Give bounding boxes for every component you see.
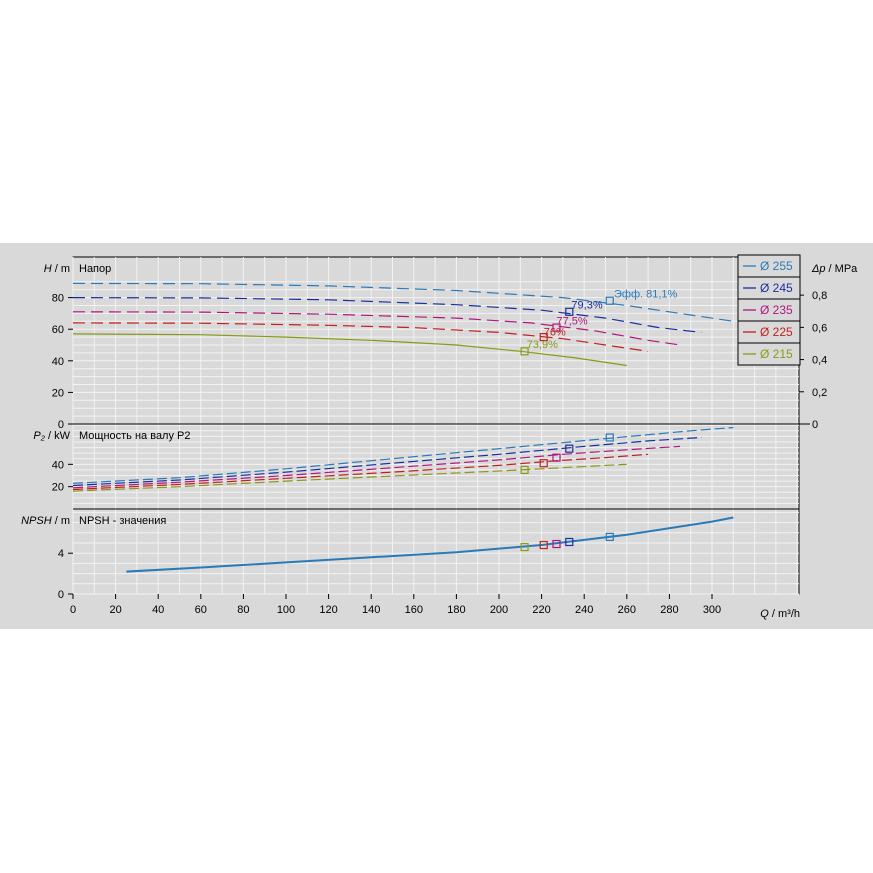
right-axis-label: Δp / MPa bbox=[811, 263, 858, 275]
operating-point-power-3 bbox=[552, 453, 561, 462]
y-tick-label-power: 40 bbox=[52, 459, 64, 471]
efficiency-label-4: 76% bbox=[544, 327, 566, 339]
efficiency-label-5: 73,9% bbox=[527, 339, 558, 351]
x-tick-label: 240 bbox=[575, 604, 593, 616]
legend-label: Ø 225 bbox=[760, 325, 793, 339]
y-tick-label-power: 20 bbox=[52, 482, 64, 494]
x-tick-label: 80 bbox=[237, 604, 249, 616]
series-line-head-5 bbox=[72, 333, 627, 367]
operating-point-npsh-4 bbox=[539, 540, 548, 550]
series-line-power-3 bbox=[72, 445, 681, 489]
y-tick-label-head: 60 bbox=[52, 324, 64, 336]
right-tick-label: 0 bbox=[812, 419, 818, 431]
grid-layer bbox=[72, 256, 810, 595]
right-tick-label: 0,4 bbox=[812, 355, 827, 367]
x-tick-label: 300 bbox=[703, 604, 721, 616]
efficiency-label-3: 77,5% bbox=[557, 315, 588, 327]
panel-title-power: Мощность на валу P2 bbox=[79, 430, 191, 442]
pump-curve-svg: Эфф. 81,1%79,3%77,5%76%73,9% 0 20 40 60 80 10… bbox=[21, 254, 858, 620]
x-tick-label: 100 bbox=[277, 604, 295, 616]
operating-point-head-4 bbox=[539, 332, 548, 342]
axes-layer: 0 20 40 60 80 100 120 140 160 180 200 220 240 260 280 3… bbox=[21, 263, 858, 620]
operating-point-power-4 bbox=[539, 459, 548, 468]
x-tick-label: 0 bbox=[70, 604, 76, 616]
operating-point-power-5 bbox=[520, 465, 529, 475]
operating-point-npsh-5 bbox=[520, 542, 529, 552]
operating-point-power-2 bbox=[565, 444, 574, 453]
y-tick-label-head: 80 bbox=[52, 293, 64, 305]
series-line-head-1 bbox=[72, 282, 734, 322]
operating-point-power-1 bbox=[605, 433, 614, 442]
y-tick-label-head: 0 bbox=[58, 419, 64, 431]
operating-point-head-1 bbox=[605, 296, 614, 305]
operating-point-head-5 bbox=[520, 347, 529, 356]
efficiency-label-2: 79,3% bbox=[571, 300, 602, 312]
y-axis-label-npsh: NPSH / m bbox=[21, 515, 70, 527]
y-tick-label-npsh: 4 bbox=[58, 548, 64, 560]
panel-title-head: Напор bbox=[79, 263, 111, 275]
y-axis-label-head: H / m bbox=[44, 263, 70, 275]
operating-point-npsh-1 bbox=[605, 532, 614, 541]
right-tick-label: 0,6 bbox=[812, 322, 827, 334]
legend: Ø 255 Ø 245 Ø 235 Ø 225 Ø 215 bbox=[737, 254, 801, 366]
panel-title-npsh: NPSH - значения bbox=[79, 515, 166, 527]
legend-label: Ø 215 bbox=[760, 347, 793, 361]
right-tick-label: 0,8 bbox=[812, 290, 827, 302]
series-line-power-4 bbox=[72, 453, 649, 491]
x-tick-label: 200 bbox=[490, 604, 508, 616]
legend-label: Ø 255 bbox=[760, 259, 793, 273]
series-line-power-1 bbox=[72, 426, 734, 484]
pump-curve-chart: Эфф. 81,1% 79,3% 77,5% 76% 73,9% 0 20 40 60 80 10… bbox=[0, 243, 873, 629]
series-line-power-5 bbox=[72, 463, 627, 492]
y-tick-label-npsh: 0 bbox=[58, 589, 64, 601]
legend-label: Ø 245 bbox=[760, 281, 793, 295]
efficiency-label-1: Эфф. 81,1% bbox=[614, 289, 678, 301]
x-tick-label: 20 bbox=[109, 604, 121, 616]
operating-point-npsh-3 bbox=[552, 539, 561, 549]
y-tick-label-head: 20 bbox=[52, 387, 64, 399]
x-tick-label: 120 bbox=[319, 604, 337, 616]
series-line-head-4 bbox=[72, 322, 649, 352]
series-line-head-2 bbox=[72, 297, 702, 333]
series-layer: Эфф. 81,1% 79,3% 77,5%76%73,9% bbox=[72, 282, 734, 573]
legend-label: Ø 235 bbox=[760, 303, 793, 317]
x-tick-label: 60 bbox=[195, 604, 207, 616]
x-tick-label: 180 bbox=[447, 604, 465, 616]
x-tick-label: 280 bbox=[660, 604, 678, 616]
legend-item-box bbox=[737, 342, 801, 366]
series-line-power-2 bbox=[72, 436, 702, 487]
operating-point-head-3 bbox=[552, 323, 561, 332]
x-axis-label: Q / m³/h bbox=[760, 608, 800, 620]
series-line-head-3 bbox=[72, 311, 681, 346]
y-axis-label-power: P₂ / kW bbox=[33, 430, 70, 442]
x-tick-label: 160 bbox=[405, 604, 423, 616]
x-tick-label: 140 bbox=[362, 604, 380, 616]
operating-point-head-2 bbox=[565, 307, 574, 316]
x-tick-label: 40 bbox=[152, 604, 164, 616]
x-tick-label: 220 bbox=[532, 604, 550, 616]
y-tick-label-head: 40 bbox=[52, 356, 64, 368]
operating-point-npsh-2 bbox=[565, 537, 574, 547]
x-tick-label: 260 bbox=[618, 604, 636, 616]
right-tick-label: 0,2 bbox=[812, 387, 827, 399]
series-line-npsh-1 bbox=[126, 516, 734, 573]
